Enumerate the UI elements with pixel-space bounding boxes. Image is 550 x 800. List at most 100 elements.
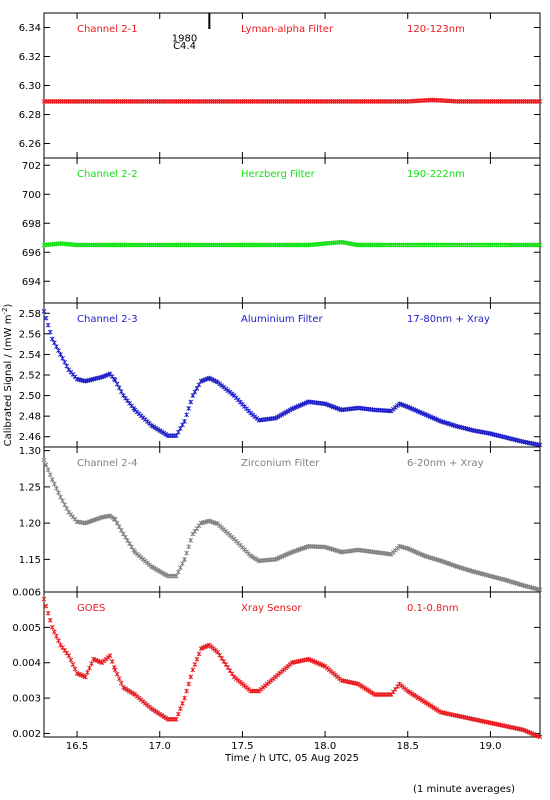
x-tick-label: 19.0	[479, 741, 501, 752]
data-point	[431, 99, 434, 101]
data-point	[291, 408, 293, 410]
data-point	[233, 538, 235, 540]
data-point	[249, 690, 252, 692]
data-point	[122, 394, 125, 397]
x-axis-label: Time / h UTC, 05 Aug 2025	[224, 753, 359, 764]
data-point	[398, 403, 401, 405]
data-point	[373, 100, 376, 103]
data-point	[84, 522, 87, 524]
data-point	[233, 676, 235, 678]
data-point	[150, 565, 153, 568]
data-point	[101, 661, 103, 664]
data-point	[274, 244, 277, 246]
y-tick-label: 6.26	[19, 139, 41, 150]
data-point	[489, 722, 492, 724]
data-point	[340, 409, 343, 411]
data-point	[423, 700, 426, 703]
data-point	[43, 459, 45, 461]
data-point	[59, 496, 62, 498]
data-point	[258, 419, 260, 422]
channel-name: Channel 2-3	[77, 314, 138, 325]
data-point	[249, 554, 252, 557]
data-point	[489, 244, 492, 246]
data-point	[192, 669, 194, 671]
wavelength-band: 6-20nm + Xray	[407, 458, 484, 469]
data-point	[506, 579, 508, 582]
data-point	[423, 244, 426, 246]
data-point	[183, 558, 186, 561]
y-tick-label: 698	[22, 219, 41, 230]
data-point	[473, 429, 475, 432]
y-tick-label: 6.30	[19, 81, 41, 92]
y-tick-label: 2.56	[19, 329, 41, 340]
data-point	[114, 669, 116, 671]
data-point	[241, 244, 244, 246]
data-point	[216, 523, 219, 525]
y-tick-label: 1.15	[19, 555, 41, 566]
filter-name: Lyman-alpha Filter	[241, 24, 334, 35]
data-point	[506, 725, 508, 728]
data-point	[109, 515, 111, 517]
data-point	[134, 551, 136, 553]
wavelength-band: 17-80nm + Xray	[407, 314, 490, 325]
data-point	[340, 100, 343, 103]
data-point	[175, 244, 178, 246]
data-point	[122, 686, 125, 689]
series-2	[41, 239, 543, 248]
y-tick-label: 6.34	[19, 23, 41, 34]
data-point	[249, 412, 252, 414]
data-point	[274, 676, 277, 678]
filter-name: Xray Sensor	[241, 603, 302, 614]
data-point	[539, 736, 541, 738]
footnote: (1 minute averages)	[413, 784, 515, 795]
panel-1: 6.26 6.28 6.30 6.32 6.34 Channel 2-1 Lyman-alp…	[19, 12, 543, 159]
data-point	[357, 683, 359, 685]
x-tick-label: 16.5	[66, 741, 88, 752]
data-point	[43, 310, 45, 313]
data-point	[114, 518, 116, 521]
data-point	[208, 644, 211, 646]
data-point	[183, 420, 186, 423]
data-point	[92, 519, 95, 522]
data-point	[76, 378, 78, 380]
data-point	[84, 676, 87, 678]
data-point	[456, 244, 459, 246]
data-point	[440, 420, 442, 423]
data-point	[183, 697, 186, 699]
panel-frame	[43, 591, 541, 738]
channel-name: Channel 2-1	[77, 24, 138, 35]
data-point	[307, 244, 310, 246]
data-point	[522, 244, 525, 246]
y-tick-label: 2.48	[19, 412, 41, 423]
data-point	[406, 100, 409, 103]
data-point	[373, 551, 376, 553]
data-point	[233, 394, 235, 397]
data-point	[200, 380, 202, 382]
filter-name: Zirconium Filter	[241, 458, 320, 469]
y-tick-label: 0.005	[12, 623, 41, 634]
panel-2: 694 696 698 700 702 Channel 2-2 Herzberg Filte…	[22, 157, 543, 304]
filter-name: Aluminium Filter	[241, 314, 324, 325]
data-point	[423, 413, 426, 415]
channel-name: Channel 2-2	[77, 169, 138, 180]
data-point	[258, 690, 260, 692]
data-point	[208, 520, 211, 522]
y-tick-label: 6.28	[19, 110, 41, 121]
data-point	[51, 478, 54, 481]
data-point	[134, 409, 136, 411]
series-3	[41, 308, 543, 448]
y-tick-label: 696	[22, 248, 41, 259]
y-tick-label: 0.002	[12, 729, 41, 740]
data-point	[101, 516, 103, 519]
y-tick-label: 1.20	[19, 519, 41, 530]
data-point	[208, 244, 211, 246]
data-point	[51, 338, 54, 340]
x-tick-label: 17.0	[149, 741, 171, 752]
data-point	[175, 434, 178, 437]
data-point	[398, 683, 401, 685]
y-tick-label: 0.003	[12, 694, 41, 705]
data-point	[324, 665, 326, 668]
data-point	[291, 661, 293, 664]
data-point	[241, 100, 244, 103]
x-tick-label: 18.5	[397, 741, 419, 752]
